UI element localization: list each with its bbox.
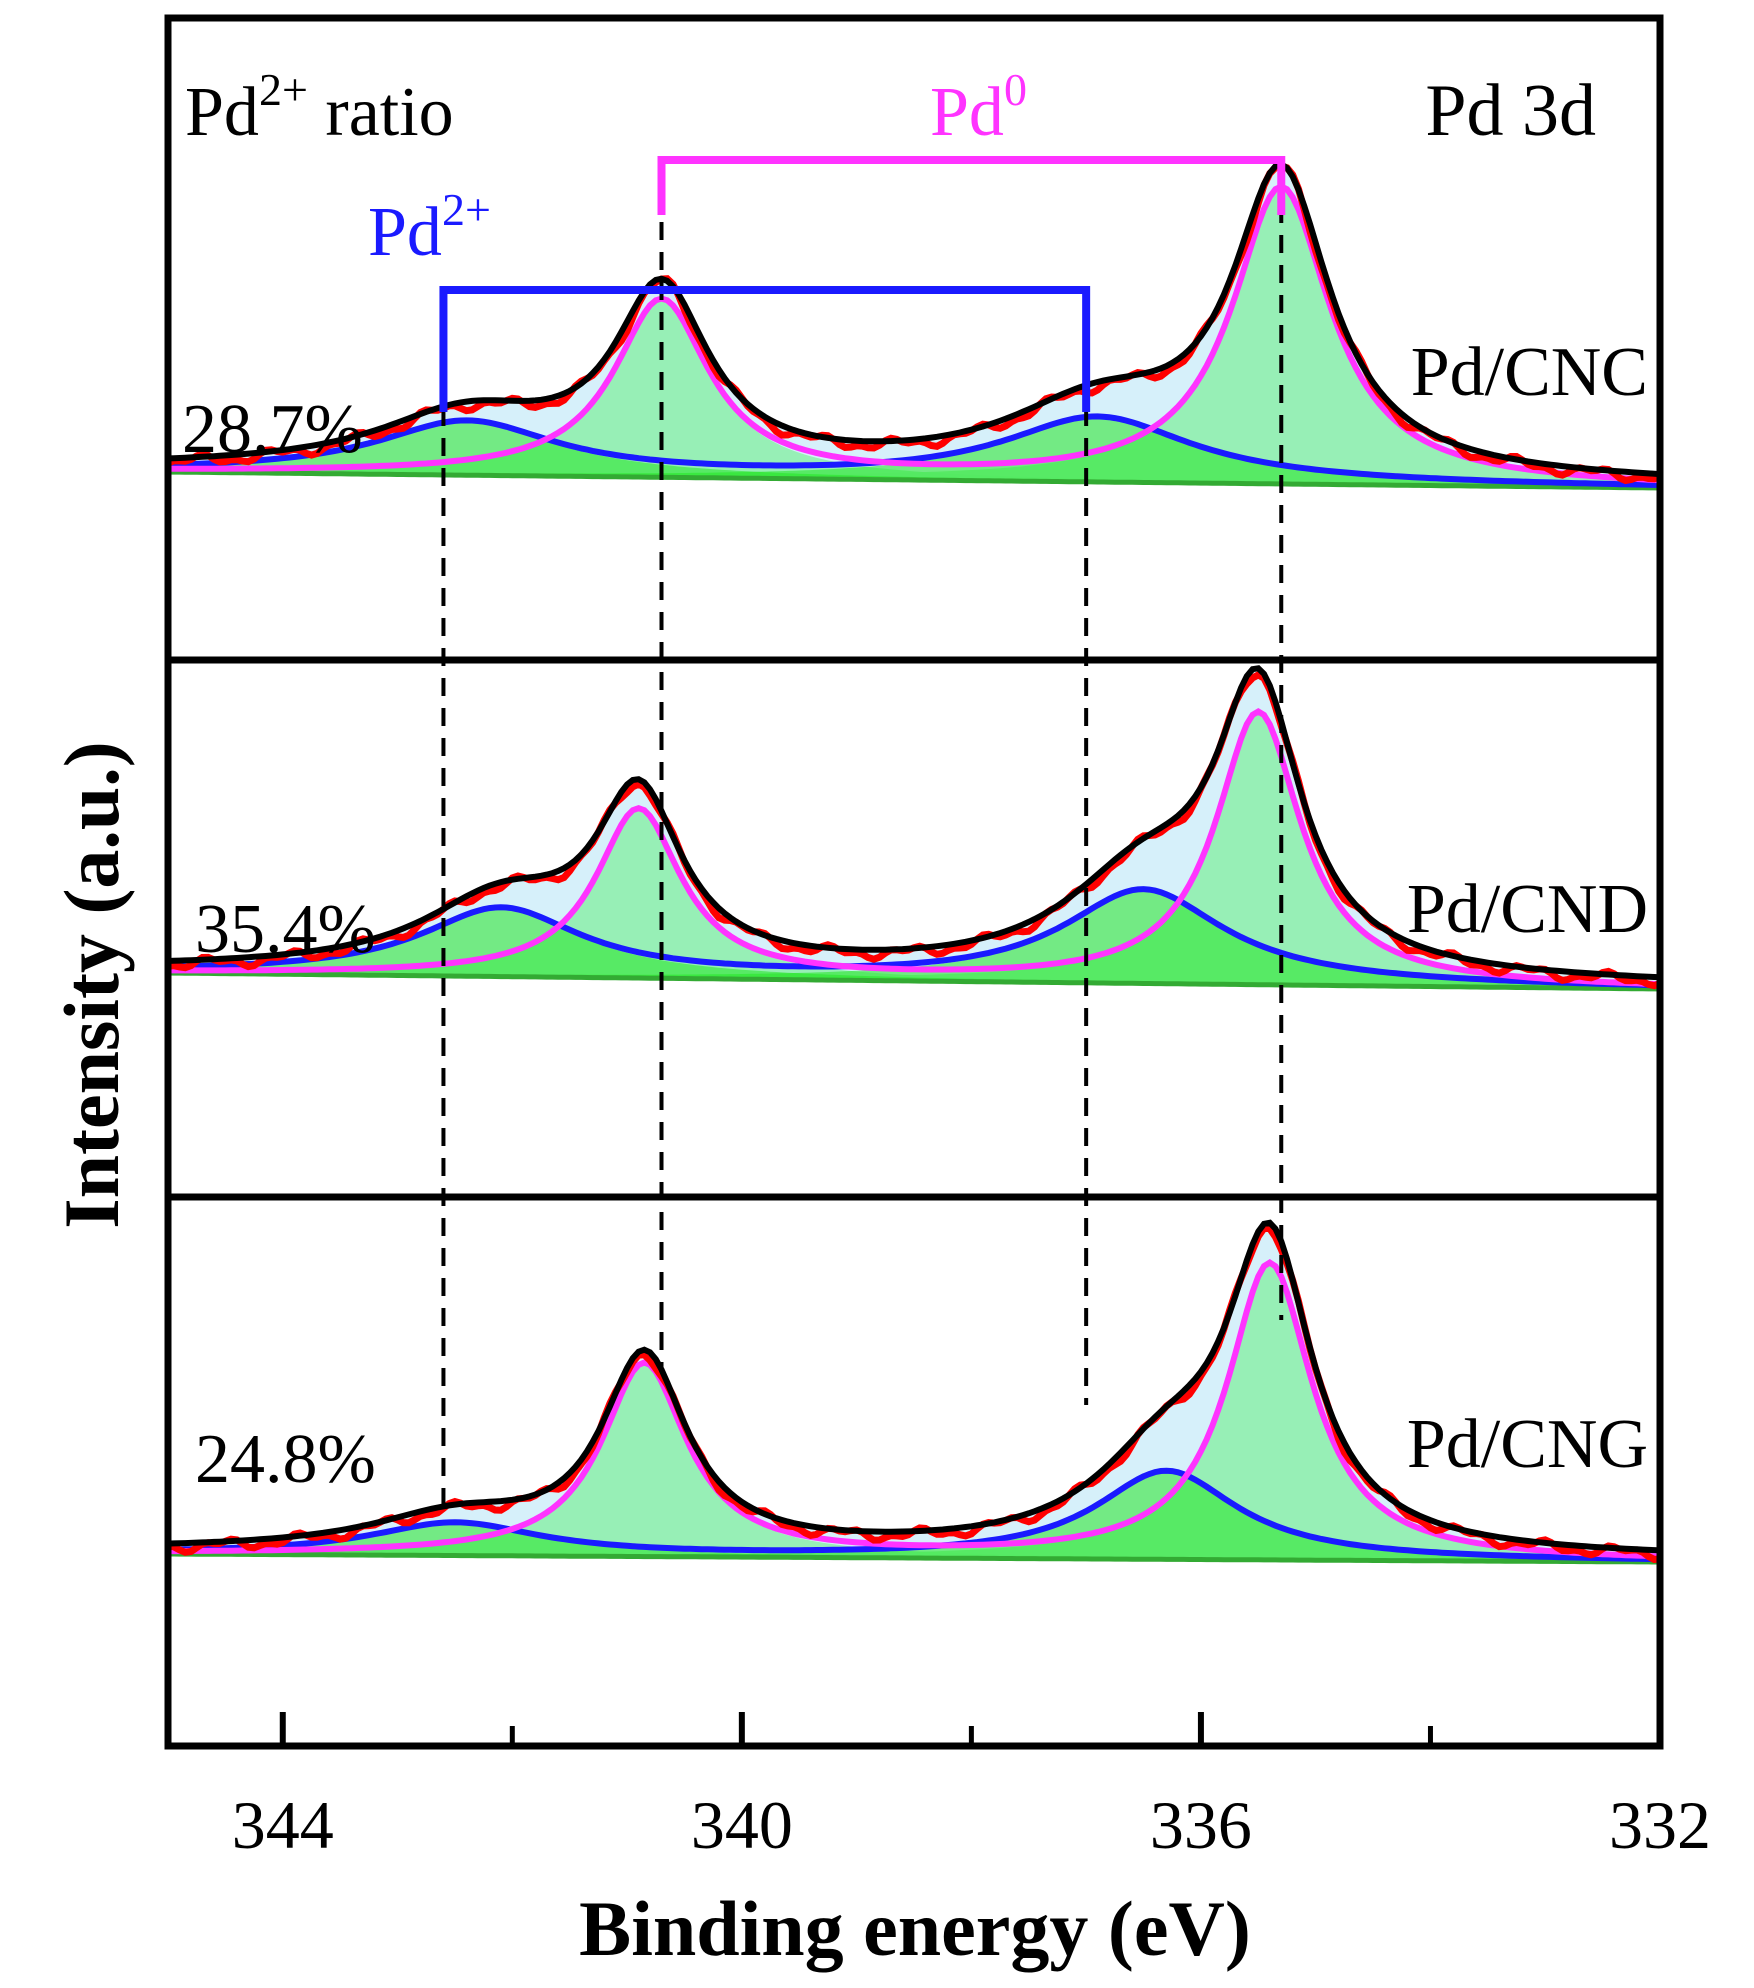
pd2-ratio-header: Pd2+ ratio	[185, 64, 454, 151]
x-tick-label: 340	[691, 1787, 793, 1863]
panels-layer: Pd/CNC 28.7% Pd/CND 35.4% Pd/CNG 24.8%	[168, 164, 1660, 1562]
panel-pd-cng: Pd/CNG 24.8%	[168, 1223, 1660, 1562]
sample-label: Pd/CNG	[1407, 1406, 1648, 1483]
y-axis-label: Intensity (a.u.)	[48, 741, 135, 1229]
pd2-ratio-label: 28.7%	[182, 391, 363, 468]
pd0-label: Pd0	[930, 64, 1027, 151]
pd2-ratio-label: 24.8%	[195, 1421, 376, 1498]
pd0-bracket	[662, 160, 1282, 215]
raw-data-curve	[168, 1228, 1660, 1559]
pd2-ratio-label: 35.4%	[195, 891, 376, 968]
xps-chart: Pd/CNC 28.7% Pd/CND 35.4% Pd/CNG 24.8% Pd0 Pd2…	[0, 0, 1754, 1988]
x-tick-label: 336	[1150, 1787, 1252, 1863]
envelope-curve	[168, 1223, 1660, 1551]
x-tick-label: 332	[1609, 1787, 1711, 1863]
x-axis-label: Binding energy (eV)	[579, 1885, 1251, 1972]
x-tick-label: 344	[232, 1787, 334, 1863]
panel-pd-cnd: Pd/CND 35.4%	[168, 668, 1660, 989]
pd2-label: Pd2+	[368, 184, 491, 271]
chart-title: Pd 3d	[1425, 70, 1596, 152]
sample-label: Pd/CND	[1407, 871, 1648, 948]
sample-label: Pd/CNC	[1411, 334, 1648, 411]
envelope-fill	[168, 1226, 1660, 1562]
x-axis: 344 340 336 332	[232, 1712, 1711, 1863]
pd2-bracket	[443, 290, 1086, 412]
annotations: Pd0 Pd2+ Pd2+ ratio	[185, 64, 1281, 412]
